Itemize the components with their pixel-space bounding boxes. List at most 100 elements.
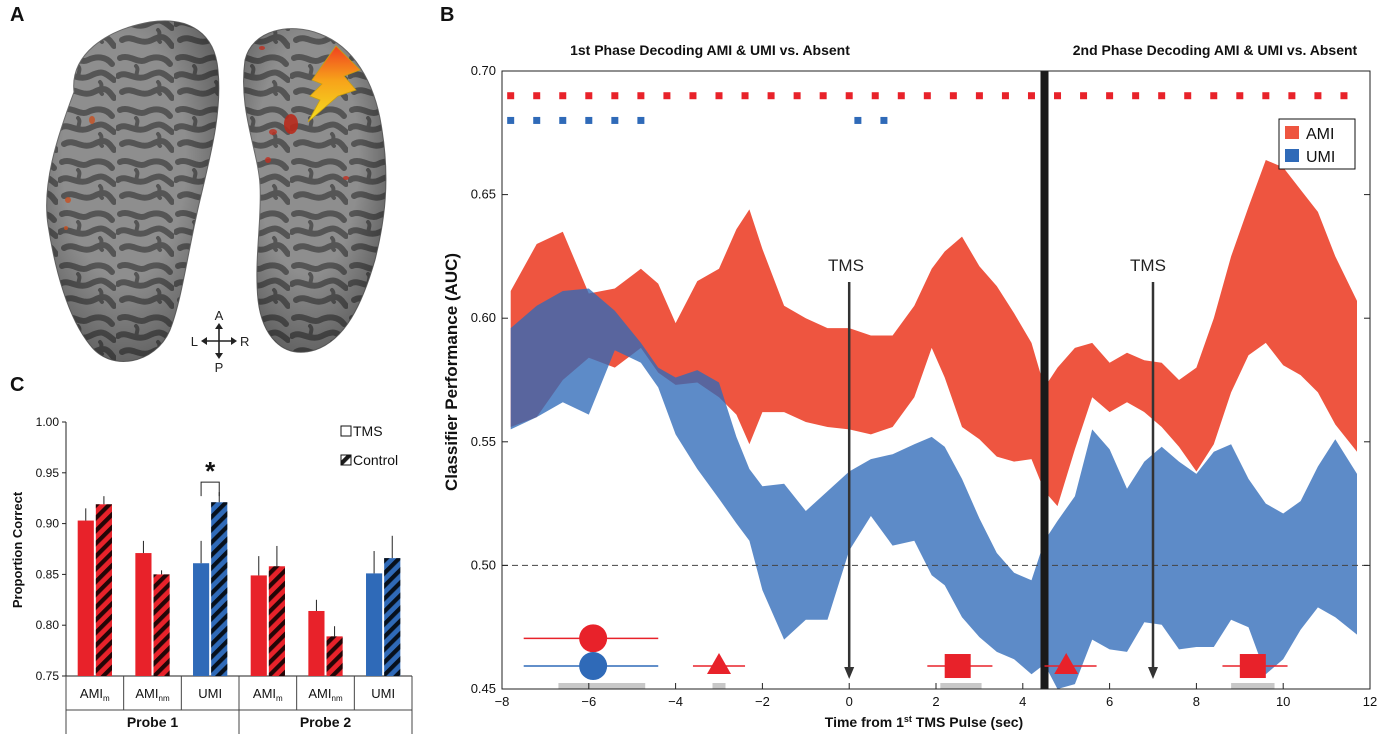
legend-label-ami: AMI	[1306, 126, 1334, 143]
y-tick-label: 0.60	[471, 310, 496, 325]
chart-b-legend: AMI UMI	[1278, 118, 1356, 170]
chart-b-plot: −8 −6 −4 −2 0 2 4 6 8 10 12 0.45 0.50 0.55 0.60 0.65 0.7…	[471, 63, 1378, 709]
ami-significance-marker	[585, 92, 593, 100]
y-tick-label: 0.50	[471, 557, 496, 572]
ami-significance-marker	[1027, 92, 1035, 100]
x-tick-label: −4	[668, 694, 683, 709]
ami-significance-marker	[637, 92, 645, 100]
y-tick-label: 0.90	[36, 517, 60, 531]
ami-significance-marker	[1132, 92, 1140, 100]
panel-a-letter: A	[10, 4, 25, 26]
ami-significance-marker	[845, 92, 853, 100]
x-tick-label: −2	[755, 694, 770, 709]
significance-bracket	[200, 481, 220, 497]
tms-label-1: TMS	[828, 256, 864, 275]
activation-spot	[284, 114, 298, 134]
ami-significance-marker	[1210, 92, 1218, 100]
compass-posterior-label: P	[215, 360, 224, 375]
ami-significance-marker	[871, 92, 879, 100]
x-tick-label: 4	[1019, 694, 1026, 709]
left-hemisphere-shade	[46, 20, 219, 362]
ami-significance-marker	[715, 92, 723, 100]
chart-b-xlabel: Time from 1st TMS Pulse (sec)	[825, 714, 1023, 730]
stimulus-triangle-icon	[707, 653, 731, 675]
tms-label-2: TMS	[1130, 256, 1166, 275]
ami-significance-marker	[1314, 92, 1322, 100]
chart-b-ylabel: Classifier Performance (AUC)	[442, 253, 461, 491]
chart-c-plot: 0.75 0.80 0.85 0.90 0.95 1.00 AMIm AMInm * UMI AMI…	[36, 415, 413, 734]
ami-significance-marker	[1106, 92, 1114, 100]
y-tick-label: 0.75	[36, 669, 60, 683]
ami-significance-marker	[1184, 92, 1192, 100]
category-label: UMI	[371, 686, 395, 701]
umi-significance-marker	[533, 116, 541, 124]
decoding-time-chart: −8 −6 −4 −2 0 2 4 6 8 10 12 0.45 0.50 0.55 0.60 0.65 0.7…	[442, 42, 1377, 730]
control-bar-hatch	[384, 558, 401, 676]
activation-spot	[65, 197, 71, 203]
stimulus-triangle-icon	[1054, 653, 1079, 675]
y-tick-label: 0.55	[471, 434, 496, 449]
stimulus-duration-bar	[558, 683, 646, 689]
control-bar-hatch	[153, 574, 170, 676]
umi-significance-marker	[854, 116, 862, 124]
category-label: UMI	[198, 686, 222, 701]
proportion-correct-chart: 0.75 0.80 0.85 0.90 0.95 1.00 AMIm AMInm * UMI AMI…	[10, 415, 413, 734]
activation-spot	[64, 226, 68, 230]
umi-significance-marker	[637, 116, 645, 124]
legend-swatch-umi	[1285, 149, 1299, 162]
activation-spot	[89, 116, 95, 124]
ami-significance-marker	[897, 92, 905, 100]
phase-divider	[1040, 71, 1049, 689]
category-label: AMIm	[80, 686, 110, 703]
group-label: Probe 1	[127, 714, 179, 730]
stimulus-square-icon	[1239, 654, 1266, 679]
group-label: Probe 2	[300, 714, 352, 730]
legend-label-control: Control	[353, 452, 398, 468]
y-tick-label: 0.80	[36, 618, 60, 632]
ami-significance-marker	[975, 92, 983, 100]
activation-spot	[343, 176, 349, 180]
x-tick-label: 10	[1276, 694, 1290, 709]
ami-significance-marker	[949, 92, 957, 100]
y-tick-label: 0.70	[471, 63, 496, 78]
legend-label-tms: TMS	[353, 423, 383, 439]
x-tick-label: 8	[1193, 694, 1200, 709]
significance-star: *	[205, 456, 216, 486]
ami-significance-marker	[533, 92, 541, 100]
ami-significance-marker	[559, 92, 567, 100]
compass-left-label: L	[191, 334, 198, 349]
compass-anterior-label: A	[215, 308, 224, 323]
legend-label-umi: UMI	[1306, 149, 1335, 166]
ami-significance-marker	[1054, 92, 1062, 100]
y-tick-label: 0.65	[471, 187, 496, 202]
stimulus-circle-icon	[579, 624, 608, 653]
ami-significance-marker	[507, 92, 515, 100]
xlabel-before: Time from 1	[825, 714, 904, 730]
umi-significance-marker	[585, 116, 593, 124]
x-tick-label: 12	[1363, 694, 1377, 709]
chart-c-ylabel: Proportion Correct	[10, 491, 25, 608]
tms-arrow-head	[1148, 667, 1158, 679]
ami-significance-marker	[1340, 92, 1348, 100]
activation-spot	[265, 157, 271, 163]
ami-significance-marker	[923, 92, 931, 100]
umi-significance-marker	[880, 116, 888, 124]
tms-bar	[250, 575, 267, 676]
xlabel-sup: st	[904, 714, 912, 724]
umi-significance-marker	[559, 116, 567, 124]
activation-spot	[259, 46, 265, 50]
ami-significance-marker	[611, 92, 619, 100]
tms-bar	[135, 553, 152, 676]
orientation-compass	[201, 323, 237, 359]
category-label: AMIm	[253, 686, 283, 703]
right-hemisphere-shade	[243, 28, 386, 353]
activation-spot	[269, 129, 277, 135]
x-tick-label: −6	[581, 694, 596, 709]
ami-significance-marker	[1288, 92, 1296, 100]
category-label: AMInm	[135, 686, 170, 703]
y-tick-label: 0.85	[36, 567, 60, 581]
tms-bar	[308, 610, 325, 676]
ami-significance-marker	[663, 92, 671, 100]
phase2-title: 2nd Phase Decoding AMI & UMI vs. Absent	[1073, 42, 1358, 58]
